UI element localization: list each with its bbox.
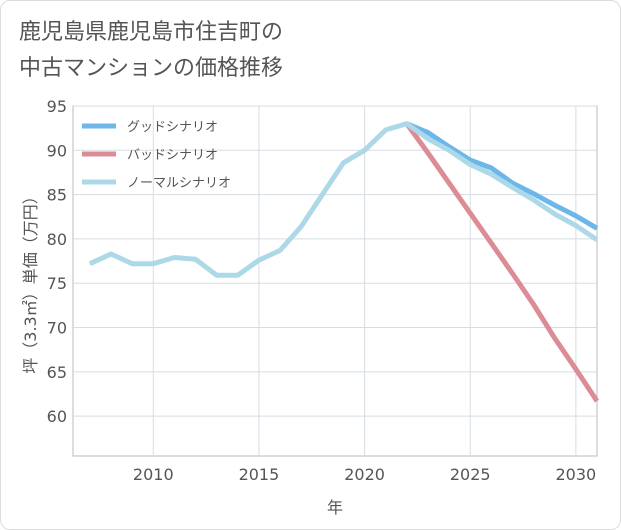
legend-label-1: バッドシナリオ (127, 148, 218, 163)
x-tick-label: 2015 (239, 465, 280, 484)
grid-lines (73, 105, 597, 456)
x-axis-title: 年 (327, 498, 343, 517)
y-tick-label: 70 (47, 319, 67, 338)
y-tick-label: 75 (47, 274, 67, 293)
series-line-1 (404, 122, 600, 403)
series-line-2 (88, 121, 599, 278)
x-tick-label: 2020 (344, 465, 385, 484)
chart-title-line-2: 中古マンションの価格推移 (19, 56, 284, 81)
x-tick-label: 2010 (133, 465, 174, 484)
y-tick-label: 95 (47, 97, 67, 116)
legend-label-0: グッドシナリオ (127, 120, 218, 135)
y-axis-ticks: 60 65 70 75 80 85 90 95 (47, 97, 67, 426)
y-axis-title: 坪（3.3㎡）単価（万円） (21, 188, 40, 373)
plot-area (72, 105, 598, 457)
y-tick-label: 80 (47, 230, 67, 249)
x-tick-label: 2030 (556, 465, 597, 484)
y-tick-label: 90 (47, 141, 67, 160)
legend-label-2: ノーマルシナリオ (127, 176, 231, 191)
chart-title: 鹿児島県鹿児島市住吉町の 中古マンションの価格推移 (19, 15, 579, 87)
y-tick-label: 60 (47, 407, 67, 426)
series-line-0 (405, 121, 599, 231)
chart-title-line-1: 鹿児島県鹿児島市住吉町の (19, 20, 284, 45)
series-lines (88, 121, 600, 403)
x-tick-label: 2025 (450, 465, 491, 484)
x-axis-ticks: 2010 2015 2020 2025 2030 (133, 465, 596, 484)
y-tick-label: 85 (47, 186, 67, 205)
y-tick-label: 65 (47, 363, 67, 382)
